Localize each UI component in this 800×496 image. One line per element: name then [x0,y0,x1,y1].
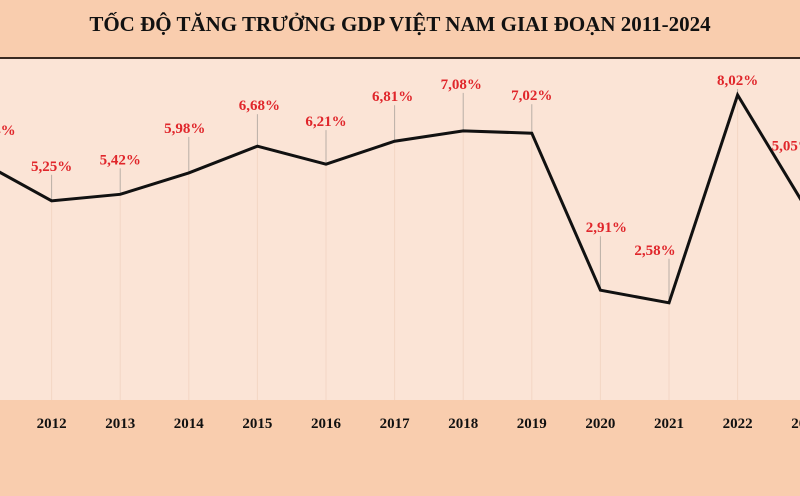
x-tick-label: 2021 [654,416,684,432]
x-tick-label: 2014 [174,416,205,432]
title-band: TỐC ĐỘ TĂNG TRƯỞNG GDP VIỆT NAM GIAI ĐOẠ… [0,0,800,59]
data-label: 8,02% [717,73,758,89]
data-label: 7,02% [511,88,552,104]
plot-area [0,59,800,400]
x-tick-label: 2020 [585,416,615,432]
data-label: 5,98% [164,121,205,137]
x-tick-label: 2015 [242,416,272,432]
data-label: 6,68% [239,98,280,114]
x-tick-label: 2017 [380,416,411,432]
chart-title: TỐC ĐỘ TĂNG TRƯỞNG GDP VIỆT NAM GIAI ĐOẠ… [89,12,711,36]
data-label: 2,91% [586,220,627,236]
data-label: 6,81% [372,89,413,105]
data-label: 7,08% [441,77,482,93]
data-label: 6,24% [0,123,16,139]
x-tick-label: 2016 [311,416,342,432]
x-tick-label: 2022 [723,416,753,432]
x-tick-label: 2023 [791,416,800,432]
x-tick-label: 2019 [517,416,547,432]
data-label: 6,21% [305,114,346,130]
data-label: 5,42% [100,152,141,168]
data-label: 5,25% [31,159,72,175]
gdp-growth-line [0,91,800,305]
x-tick-label: 2013 [105,416,135,432]
data-label: 2,58% [634,243,675,259]
x-tick-label: 2018 [448,416,478,432]
data-label: 5,05% [772,138,800,154]
x-tick-label: 2012 [37,416,67,432]
